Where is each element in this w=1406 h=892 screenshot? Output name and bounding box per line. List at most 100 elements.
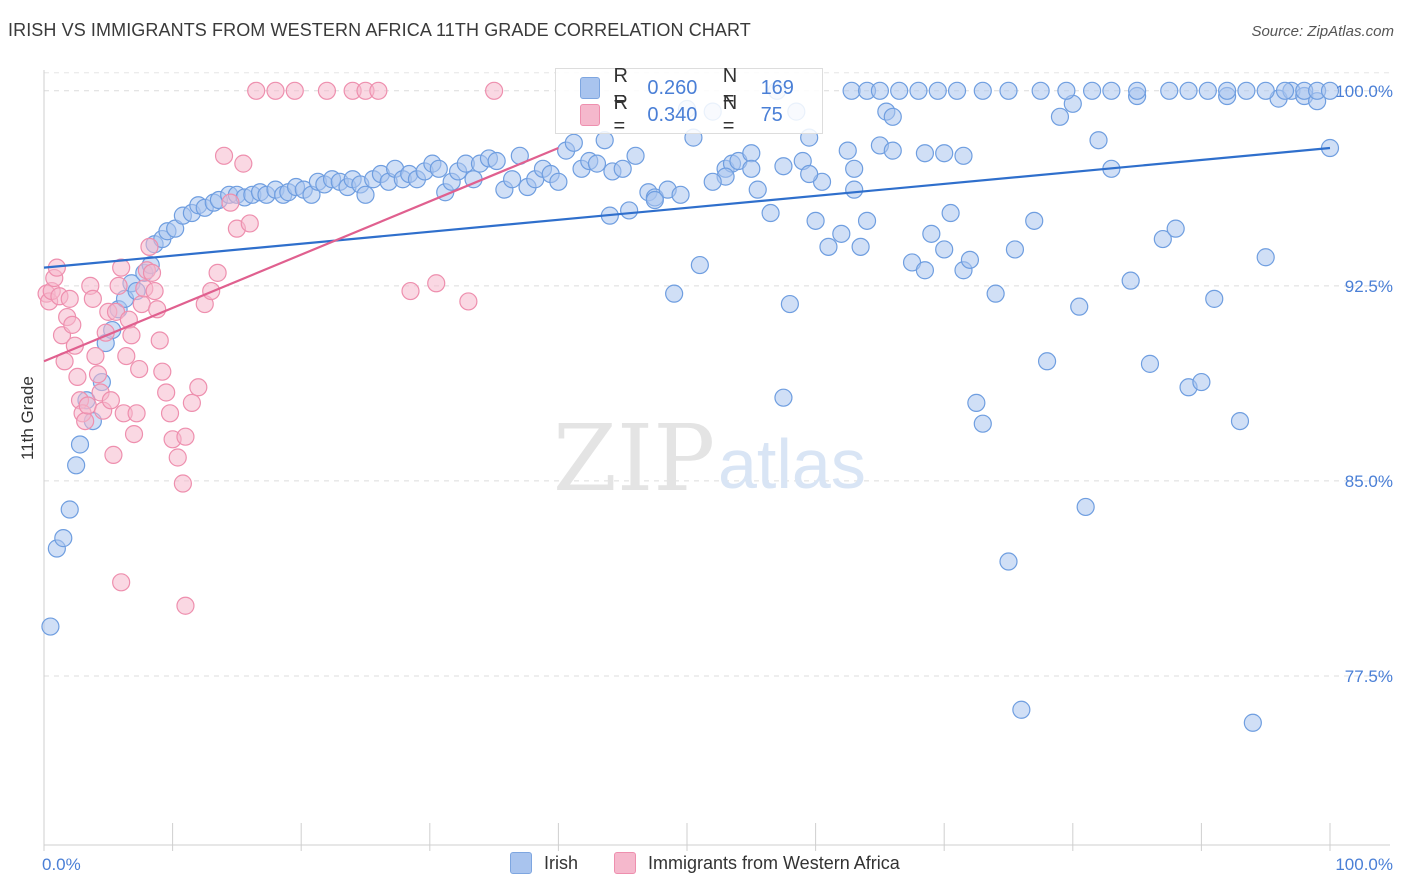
western-africa-point (104, 445, 123, 464)
stats-row-irish: R = 0.260 N = 169 (580, 65, 822, 110)
western-africa-point (401, 281, 420, 301)
irish-point (1218, 81, 1237, 100)
y-tick-label: 85.0% (1345, 472, 1393, 491)
irish-point (838, 141, 857, 160)
irish-point (986, 284, 1005, 303)
western-africa-point (247, 81, 266, 100)
irish-point (587, 154, 607, 173)
irish-point (620, 201, 639, 220)
irish-point (665, 284, 684, 303)
western-africa-point (127, 404, 146, 423)
irish-point (1205, 289, 1224, 308)
irish-point (806, 211, 825, 230)
irish-point (845, 159, 864, 178)
irish-point (857, 211, 877, 230)
irish-point (748, 180, 767, 199)
irish-swatch (580, 77, 600, 99)
irish-point (780, 294, 799, 314)
irish-point (671, 185, 690, 204)
western-africa-point (112, 573, 131, 592)
irish-point (819, 237, 838, 256)
irish-point (1082, 81, 1102, 100)
irish-point (70, 435, 90, 454)
irish-point (690, 255, 709, 275)
irish-point (909, 81, 928, 100)
irish-point (487, 151, 506, 171)
irish-point (1256, 81, 1275, 100)
irish-point (613, 159, 632, 178)
western-africa-point (182, 393, 201, 412)
western-africa-point (117, 346, 136, 366)
irish-point (890, 81, 909, 100)
western-africa-point (142, 263, 162, 282)
western-africa-point (157, 383, 176, 402)
irish-point (915, 144, 935, 163)
irish-point (915, 261, 935, 280)
r-label: R = (613, 92, 628, 137)
n-label: N = (722, 92, 738, 137)
western-africa-point (83, 289, 102, 308)
irish-point (883, 107, 902, 126)
trend-lines (43, 146, 1331, 363)
western-africa-point (130, 359, 149, 379)
irish-point (1320, 81, 1340, 100)
irish-point (1127, 81, 1147, 100)
western-africa-point (266, 81, 285, 100)
irish-point (429, 159, 448, 178)
irish-point (774, 388, 793, 407)
irish-point (960, 250, 980, 269)
x-tick-label-max: 100.0% (1335, 855, 1393, 874)
watermark-zip: ZIP (553, 405, 715, 512)
irish-point (1031, 81, 1050, 100)
irish-point (870, 81, 890, 100)
irish-point (999, 81, 1018, 100)
legend-label: Immigrants from Western Africa (648, 852, 900, 873)
irish-point (67, 456, 86, 475)
irish-point (922, 224, 941, 243)
western-africa-point (153, 362, 172, 381)
watermark-atlas: atlas (718, 425, 866, 503)
irish-point (1050, 107, 1070, 126)
irish-point (1121, 271, 1140, 290)
western-africa-point (145, 281, 164, 301)
irish-point (1179, 81, 1198, 100)
irish-point (1012, 700, 1031, 719)
western-africa-point (109, 276, 128, 295)
irish-point (1275, 81, 1295, 100)
irish-point (999, 552, 1018, 571)
western-africa-point (112, 258, 131, 277)
data-points (37, 81, 1340, 732)
irish-point (1153, 229, 1172, 249)
watermark: ZIP atlas (553, 405, 866, 512)
irish-point (1166, 219, 1185, 238)
irish-point (842, 81, 861, 100)
legend-item-irish[interactable]: Irish (510, 852, 578, 874)
irish-point (742, 159, 761, 178)
irish-point (1237, 81, 1256, 100)
western-africa-point (60, 289, 79, 308)
irish-point (356, 185, 375, 204)
tick-labels: 100.0% 92.5% 85.0% 77.5% 0.0% 100.0% (42, 82, 1393, 874)
irish-point (564, 133, 583, 152)
irish-trend-line (43, 146, 1331, 269)
irish-point (774, 157, 793, 176)
source-credit: Source: ZipAtlas.com (1251, 23, 1394, 40)
western-africa-point (459, 292, 478, 311)
y-tick-label: 92.5% (1345, 277, 1393, 296)
legend-item-western-africa[interactable]: Immigrants from Western Africa (614, 852, 900, 874)
irish-point (595, 131, 614, 150)
irish-point (935, 240, 954, 259)
irish-point (935, 144, 954, 163)
western-africa-point (369, 81, 388, 100)
irish-point (1057, 81, 1076, 100)
irish-point (626, 146, 645, 165)
irish-point (742, 144, 761, 163)
western-africa-point (208, 263, 227, 282)
irish-points (41, 81, 1340, 732)
irish-point (1025, 211, 1044, 230)
axes (43, 70, 1390, 851)
r-label: R = (613, 65, 628, 110)
western-africa-point (173, 474, 192, 493)
irish-point (549, 172, 568, 191)
